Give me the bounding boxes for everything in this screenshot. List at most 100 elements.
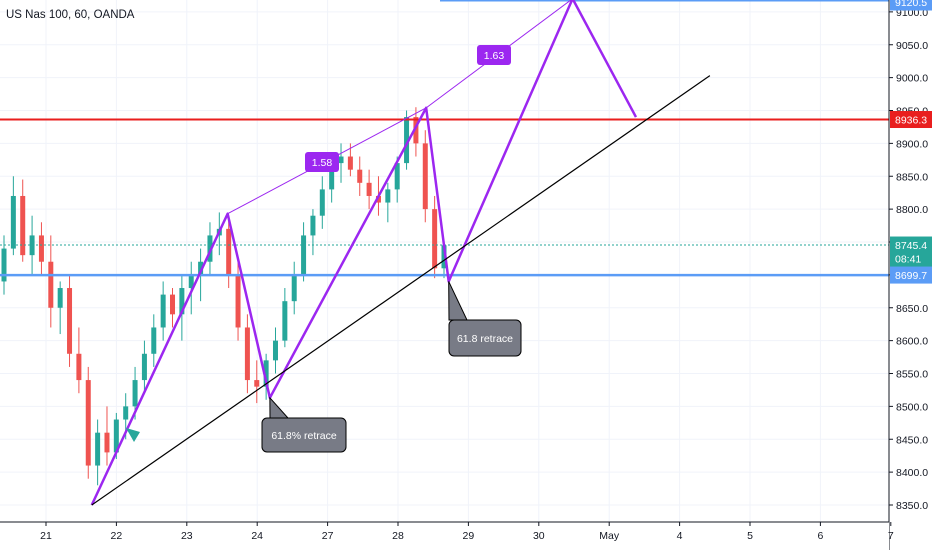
callout-box bbox=[448, 319, 522, 357]
candle-body bbox=[20, 195, 26, 256]
price-tick-label: 8600.0 bbox=[896, 336, 928, 348]
candle-body bbox=[170, 294, 176, 315]
candle-body bbox=[291, 274, 297, 302]
candle-body bbox=[357, 169, 363, 183]
price-tag-top_level bbox=[890, 0, 932, 11]
price-tag-support bbox=[890, 266, 932, 284]
price-tick-label: 8650.0 bbox=[896, 303, 928, 315]
time-tick-label: 30 bbox=[533, 530, 545, 542]
zigzag-pattern-line bbox=[90, 0, 638, 506]
price-tag-resistance bbox=[890, 111, 932, 129]
candle-body bbox=[282, 301, 288, 341]
candle-body bbox=[207, 235, 213, 262]
price-tick-label: 8850.0 bbox=[896, 171, 928, 183]
candle-body bbox=[244, 327, 250, 381]
candle-body bbox=[38, 235, 44, 262]
price-tag-text-top_level: 9120.5 bbox=[895, 0, 927, 9]
candle-body bbox=[198, 261, 204, 275]
candle-body bbox=[329, 163, 335, 190]
candle-body bbox=[10, 195, 16, 249]
candle-body bbox=[441, 245, 447, 269]
candle-body bbox=[263, 360, 269, 387]
candle-body bbox=[385, 189, 391, 203]
time-tick-label: 7 bbox=[888, 530, 894, 542]
callout-text: 61.8 retrace bbox=[457, 333, 513, 345]
price-tag-text-resistance: 8936.3 bbox=[895, 115, 927, 127]
callout-box bbox=[261, 417, 347, 453]
time-tick-label: 29 bbox=[463, 530, 475, 542]
price-axis-tags: 9120.5 8936.3 8745.408:41 8699.7 bbox=[890, 0, 932, 284]
candle-body bbox=[347, 156, 353, 170]
candle-body bbox=[76, 353, 82, 381]
candle-body bbox=[85, 380, 91, 466]
candle-body bbox=[422, 143, 428, 210]
candle-body bbox=[319, 189, 325, 216]
price-tag-text-last_price: 8745.4 bbox=[895, 240, 927, 252]
price-tick-label: 9050.0 bbox=[896, 40, 928, 52]
price-tick-label: 8450.0 bbox=[896, 434, 928, 446]
horizontal-level-lines bbox=[0, 0, 889, 277]
time-tick-label: May bbox=[599, 530, 620, 542]
candle-body bbox=[113, 419, 119, 453]
candle-body bbox=[1, 248, 7, 282]
uptrend-line bbox=[91, 75, 711, 506]
time-tick-label: 5 bbox=[747, 530, 753, 542]
candle-body bbox=[254, 380, 260, 387]
candle-body bbox=[188, 274, 194, 289]
candle-body bbox=[432, 209, 438, 269]
time-tick-label: 23 bbox=[181, 530, 193, 542]
grid-lines bbox=[0, 0, 892, 522]
time-tick-label: 4 bbox=[677, 530, 683, 542]
up-arrow-icon bbox=[126, 428, 140, 442]
price-tick-label: 8800.0 bbox=[896, 204, 928, 216]
candle-body bbox=[179, 288, 185, 315]
price-tick-label: 8400.0 bbox=[896, 467, 928, 479]
price-tick-label: 8350.0 bbox=[896, 500, 928, 512]
candle-body bbox=[151, 327, 157, 354]
price-tick-label: 8500.0 bbox=[896, 401, 928, 413]
callout-pointer bbox=[269, 396, 290, 419]
candle-body bbox=[123, 406, 129, 420]
pattern-drawings: 1.58 1.63 61.8% retrace 61.8 retrace bbox=[90, 0, 711, 506]
candle-body bbox=[301, 235, 307, 275]
time-tick-label: 22 bbox=[111, 530, 123, 542]
symbol-title: US Nas 100, 60, OANDA bbox=[6, 9, 135, 21]
callout-pointer bbox=[448, 281, 468, 321]
ratio-label-box bbox=[477, 45, 511, 65]
candle-body bbox=[310, 215, 316, 236]
time-tick-label: 21 bbox=[40, 530, 52, 542]
ratio-label-box bbox=[305, 152, 339, 172]
time-axis-background bbox=[0, 522, 889, 550]
candle-body bbox=[366, 182, 372, 196]
candle-body bbox=[235, 274, 241, 328]
candle-body bbox=[413, 117, 419, 144]
price-tag-text-countdown: 08:41 bbox=[895, 253, 921, 265]
candle-body bbox=[141, 353, 147, 381]
candle-body bbox=[226, 228, 232, 275]
candle-body bbox=[272, 340, 278, 361]
candle-body bbox=[132, 380, 138, 407]
candle-body bbox=[48, 261, 54, 308]
price-tick-label: 9000.0 bbox=[896, 73, 928, 85]
candle-body bbox=[67, 288, 73, 354]
candle-body bbox=[104, 432, 110, 453]
price-tick-label: 8550.0 bbox=[896, 369, 928, 381]
candle-body bbox=[404, 117, 410, 164]
time-axis[interactable]: 21 22 23 24 27 28 29 30 May 4 5 6 7 bbox=[0, 521, 894, 550]
price-tag-last_price bbox=[890, 236, 932, 254]
price-tag-countdown bbox=[890, 249, 932, 267]
price-tag-text-support: 8699.7 bbox=[895, 270, 927, 282]
time-tick-label: 28 bbox=[392, 530, 404, 542]
callout-text: 61.8% retrace bbox=[271, 430, 337, 442]
time-tick-label: 24 bbox=[251, 530, 263, 542]
candle-body bbox=[394, 163, 400, 190]
candle-body bbox=[338, 156, 344, 164]
candle-body bbox=[57, 288, 63, 308]
candle-body bbox=[375, 195, 381, 203]
candlesticks bbox=[1, 107, 447, 486]
ratio-label-text: 1.63 bbox=[484, 50, 505, 62]
candle-body bbox=[160, 294, 166, 328]
time-tick-label: 27 bbox=[322, 530, 334, 542]
time-tick-label: 6 bbox=[817, 530, 823, 542]
